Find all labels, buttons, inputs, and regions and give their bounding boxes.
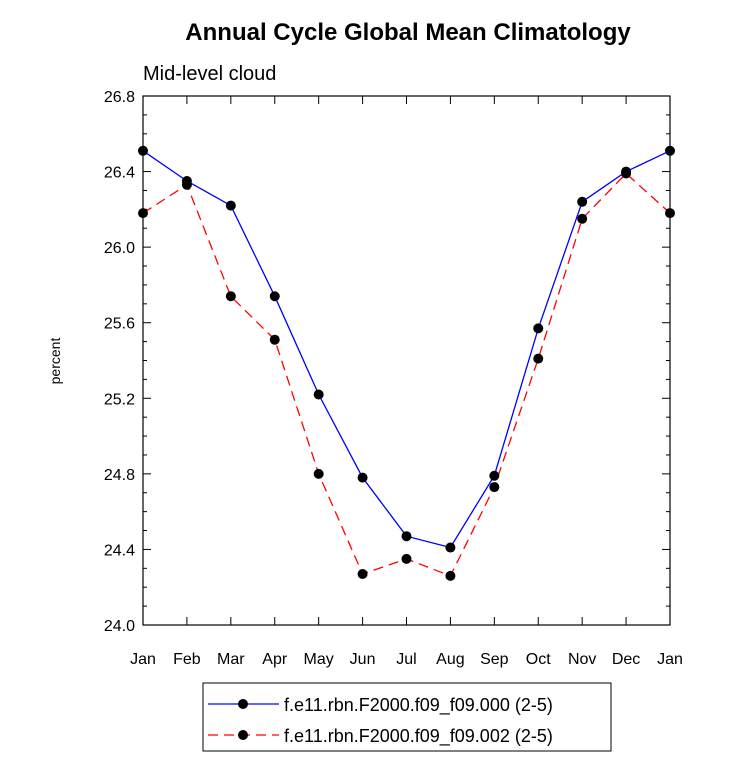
series-line-2 xyxy=(142,172,671,577)
legend-label-series-2: f.e11.rbn.F2000.f09_f09.002 (2-5) xyxy=(284,726,553,747)
series-2-point xyxy=(225,291,236,302)
series-2-point xyxy=(401,553,412,564)
x-tick-label: Aug xyxy=(436,651,464,668)
y-tick-label: 26.0 xyxy=(104,240,135,257)
series-1-point xyxy=(357,472,368,483)
series-1-point xyxy=(577,196,588,207)
y-tick-label: 26.8 xyxy=(104,89,135,106)
x-tick-label: Jan xyxy=(130,651,156,668)
series-2-point xyxy=(489,482,500,493)
series-2-point xyxy=(445,570,456,581)
series-2-point xyxy=(181,179,192,190)
series-1-point xyxy=(665,145,675,156)
chart-subtitle: Mid-level cloud xyxy=(143,63,276,85)
x-tick-label: Jun xyxy=(350,651,376,668)
series-1-point xyxy=(533,323,544,334)
y-tick-label: 24.0 xyxy=(104,618,135,635)
legend-box xyxy=(202,682,612,752)
series-line-1 xyxy=(142,150,671,549)
series-2-point xyxy=(269,334,280,345)
series-1-point xyxy=(138,145,148,156)
x-tick-label: Nov xyxy=(568,651,596,668)
x-tick-label: May xyxy=(304,651,334,668)
series-2-point xyxy=(138,208,148,219)
plot-area: 24.0 24.4 24.8 25.2 25.6 26.0 26.4 26.8 Jan Feb Ma… xyxy=(104,89,683,668)
series-1-point xyxy=(313,389,324,400)
series-1-point xyxy=(269,291,280,302)
legend-marker-series-1 xyxy=(238,699,248,709)
chart-title: Annual Cycle Global Mean Climatology xyxy=(185,19,631,46)
series-2-point xyxy=(533,353,544,364)
y-tick-label: 26.4 xyxy=(104,165,135,182)
series-2-point xyxy=(577,213,588,224)
y-tick-label: 25.6 xyxy=(104,316,135,333)
series-2-point xyxy=(357,568,368,579)
y-tick-label: 24.8 xyxy=(104,467,135,484)
y-axis-label: percent xyxy=(47,338,63,385)
series-1-point xyxy=(445,542,456,553)
plot-frame xyxy=(142,95,671,626)
x-tick-label: Oct xyxy=(526,651,551,668)
legend-marker-series-2 xyxy=(238,730,248,740)
x-tick-label: Sep xyxy=(480,651,509,668)
x-tick-label: Feb xyxy=(173,651,201,668)
series-1-point xyxy=(401,531,412,542)
series-2-point xyxy=(665,208,675,219)
x-tick-label: Dec xyxy=(612,651,640,668)
x-tick-label: Apr xyxy=(262,651,288,668)
y-tick-label: 25.2 xyxy=(104,391,135,408)
series-2-point xyxy=(621,168,632,179)
y-tick-label: 24.4 xyxy=(104,542,135,559)
x-tick-label: Jan xyxy=(657,651,683,668)
x-tick-label: Mar xyxy=(217,651,245,668)
legend-label-series-1: f.e11.rbn.F2000.f09_f09.000 (2-5) xyxy=(284,695,553,716)
x-tick-label: Jul xyxy=(396,651,416,668)
legend: f.e11.rbn.F2000.f09_f09.000 (2-5) f.e11.… xyxy=(202,682,612,752)
series-1-point xyxy=(225,200,236,211)
series-2-point xyxy=(313,468,324,479)
series-1-point xyxy=(489,470,500,481)
